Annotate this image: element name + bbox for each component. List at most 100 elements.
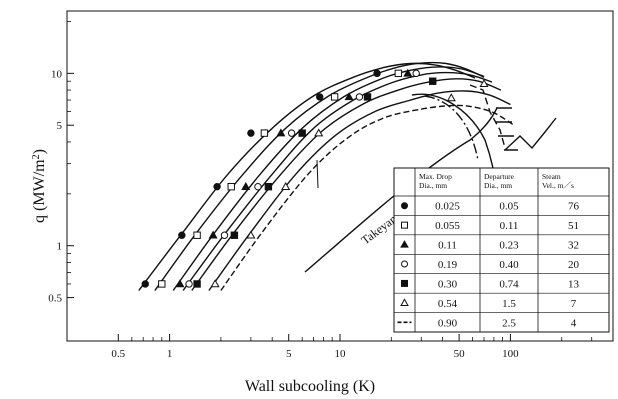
table-cell: 0.11 <box>500 220 519 232</box>
data-point-open-square <box>260 129 269 137</box>
table-cell: 32 <box>568 240 579 252</box>
data-point-filled-triangle <box>344 92 354 101</box>
table-cell: 2.5 <box>502 317 516 329</box>
data-point-open-circle <box>185 280 193 288</box>
y-axis-title-close: ) <box>31 149 48 154</box>
table-symbol-open-square <box>401 221 408 229</box>
x-tick-label: 10 <box>335 348 347 360</box>
data-point-filled-square <box>230 231 239 239</box>
x-axis-title: Wall subcooling (K) <box>245 378 375 395</box>
table-frame <box>393 167 610 333</box>
data-curves <box>138 61 515 291</box>
x-tick-label: 100 <box>502 348 519 360</box>
table-header-cell: Steam <box>542 172 561 181</box>
series-curve-open-square <box>154 61 485 291</box>
takeyama-shimizu-line <box>304 107 498 273</box>
table-symbol-filled-triangle <box>400 240 409 248</box>
table-cell: 0.19 <box>438 259 458 271</box>
series-curve-open-triangle <box>208 90 511 291</box>
data-point-open-triangle <box>479 79 489 88</box>
y-tick-label: 10 <box>51 68 63 80</box>
table-cell: 0.055 <box>435 220 460 232</box>
data-point-open-triangle <box>210 279 220 288</box>
table-header-cell: Vel., m／s <box>542 181 574 190</box>
table-symbol-open-triangle <box>400 298 409 306</box>
table-cell: 0.74 <box>499 278 519 290</box>
table-cell: 7 <box>571 298 577 310</box>
series-curve-open-circle <box>182 71 493 291</box>
table-cell: 0.025 <box>435 201 460 213</box>
data-point-filled-triangle <box>403 68 413 77</box>
data-point-open-circle <box>412 69 420 78</box>
series-curve-filled-circle <box>138 62 476 291</box>
data-markers <box>141 68 489 288</box>
data-point-filled-square <box>298 129 306 137</box>
data-point-filled-triangle <box>208 230 218 239</box>
data-point-filled-circle <box>213 182 221 191</box>
series-curve-dashed-line <box>220 104 515 291</box>
y-tick-label: 1 <box>57 241 63 253</box>
dash-dot-curve <box>424 95 479 161</box>
data-point-open-circle <box>220 231 229 239</box>
table-header-cell: Dia., mm <box>484 181 512 190</box>
data-point-open-circle <box>355 93 364 101</box>
data-point-filled-circle <box>141 280 149 288</box>
table-header-cell: Dia., mm <box>419 181 447 190</box>
data-point-filled-triangle <box>175 279 185 288</box>
table-header-cell: Departure <box>484 172 515 181</box>
data-point-open-square <box>193 231 201 239</box>
table-cell: 76 <box>568 201 580 213</box>
x-tick-label: 1 <box>167 348 173 360</box>
table-symbol-filled-square <box>401 279 408 287</box>
table-cell: 0.90 <box>438 317 458 329</box>
data-point-filled-circle <box>373 69 381 78</box>
x-tick-label: 50 <box>454 348 466 360</box>
table-cell: 1.5 <box>502 298 516 310</box>
data-point-open-square <box>227 182 235 191</box>
table-symbol-open-circle <box>401 260 408 268</box>
table-cell: 0.05 <box>499 201 519 213</box>
data-point-filled-circle <box>315 93 324 101</box>
x-tick-label: 0.5 <box>111 348 125 360</box>
data-point-open-square <box>330 93 339 101</box>
zigzag-curve <box>504 117 557 151</box>
x-tick-label: 5 <box>286 348 292 360</box>
table-cell: 0.30 <box>438 278 458 290</box>
y-tick-label: 5 <box>57 120 63 132</box>
table-cell: 51 <box>568 220 579 232</box>
data-point-open-square <box>158 280 166 288</box>
data-point-filled-triangle <box>276 128 286 137</box>
axes: 0.5 1 5 10 50 100 0.5 1 5 10 <box>48 21 593 360</box>
table-symbol-filled-circle <box>401 202 408 210</box>
hatch-marks <box>496 107 518 151</box>
y-axis-title-sup: 2 <box>31 154 42 159</box>
table-cell: 0.40 <box>499 259 519 271</box>
data-point-open-triangle <box>281 182 291 190</box>
series-curve-filled-triangle <box>172 66 485 291</box>
data-point-filled-square <box>363 93 372 101</box>
table-cell: 0.23 <box>499 240 519 252</box>
dashed-boundary-curve <box>469 84 506 149</box>
table-cell: 4 <box>571 317 577 329</box>
table-cell: 0.54 <box>438 298 458 310</box>
series-curve-filled-square <box>191 78 502 291</box>
data-point-open-circle <box>287 129 296 137</box>
data-point-filled-circle <box>178 231 186 239</box>
table-cell: 0.11 <box>438 240 457 252</box>
table-cell: 20 <box>568 259 580 271</box>
y-axis-title: q (MW/m2) <box>31 149 49 223</box>
data-point-open-circle <box>254 182 262 191</box>
data-point-filled-circle <box>247 129 255 137</box>
data-point-filled-square <box>429 77 437 85</box>
leader-line <box>316 159 319 189</box>
data-point-open-square <box>394 69 403 78</box>
y-tick-label: 0.5 <box>48 293 62 305</box>
data-point-open-triangle <box>314 128 324 137</box>
table-header-cell: Max. Drop <box>419 172 452 181</box>
data-point-filled-triangle <box>241 182 251 190</box>
data-point-filled-square <box>264 182 273 191</box>
data-point-open-triangle <box>246 230 256 239</box>
table-cell: 13 <box>568 278 580 290</box>
